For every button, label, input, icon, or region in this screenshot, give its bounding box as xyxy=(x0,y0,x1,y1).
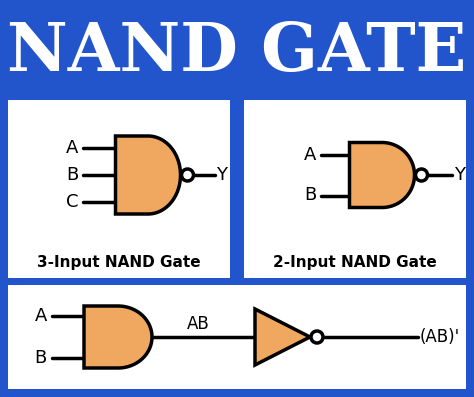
Bar xyxy=(8,285,466,389)
Text: (AB)': (AB)' xyxy=(420,328,460,346)
Text: 2-Input NAND Gate: 2-Input NAND Gate xyxy=(273,256,437,270)
Circle shape xyxy=(416,169,428,181)
Text: C: C xyxy=(66,193,79,211)
Text: NAND GATE: NAND GATE xyxy=(8,19,466,85)
Polygon shape xyxy=(116,136,181,214)
Bar xyxy=(244,100,466,278)
Polygon shape xyxy=(255,309,310,365)
Text: A: A xyxy=(304,145,317,164)
Text: Y: Y xyxy=(217,166,228,184)
Text: B: B xyxy=(66,166,79,184)
Text: A: A xyxy=(35,307,47,325)
Circle shape xyxy=(182,169,193,181)
Text: Y: Y xyxy=(455,166,465,184)
Circle shape xyxy=(311,331,323,343)
Text: 3-Input NAND Gate: 3-Input NAND Gate xyxy=(37,256,201,270)
Text: AB: AB xyxy=(187,315,210,333)
Text: B: B xyxy=(304,187,317,204)
Polygon shape xyxy=(84,306,152,368)
Text: B: B xyxy=(35,349,47,367)
Polygon shape xyxy=(349,143,414,208)
Text: A: A xyxy=(66,139,79,157)
Bar xyxy=(8,100,230,278)
